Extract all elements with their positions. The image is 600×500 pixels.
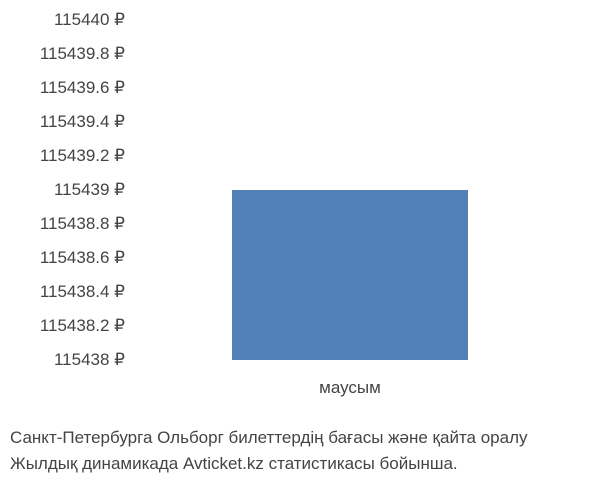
x-tick-label: маусым [319, 378, 381, 398]
y-tick-label: 115439 ₽ [54, 180, 125, 200]
y-tick-label: 115438.4 ₽ [40, 282, 125, 302]
y-tick-label: 115438 ₽ [54, 350, 125, 370]
chart-container: 115440 ₽ 115439.8 ₽ 115439.6 ₽ 115439.4 ₽ 11… [0, 0, 600, 420]
y-axis: 115440 ₽ 115439.8 ₽ 115439.6 ₽ 115439.4 ₽ 11… [0, 0, 135, 370]
y-tick-label: 115438.8 ₽ [40, 214, 125, 234]
y-tick-label: 115439.6 ₽ [40, 78, 125, 98]
caption: Санкт-Петербурга Ольборг билеттердің бағ… [10, 425, 590, 476]
y-tick-label: 115438.2 ₽ [40, 316, 125, 336]
y-tick-label: 115440 ₽ [54, 10, 125, 30]
y-tick-label: 115439.4 ₽ [40, 112, 125, 132]
y-tick-label: 115438.6 ₽ [40, 248, 125, 268]
plot-area [135, 20, 565, 360]
bar [232, 190, 469, 360]
caption-line-1: Санкт-Петербурга Ольборг билеттердің бағ… [10, 425, 590, 451]
caption-line-2: Жылдық динамикада Avticket.kz статистика… [10, 451, 590, 477]
y-tick-label: 115439.2 ₽ [40, 146, 125, 166]
y-tick-label: 115439.8 ₽ [40, 44, 125, 64]
